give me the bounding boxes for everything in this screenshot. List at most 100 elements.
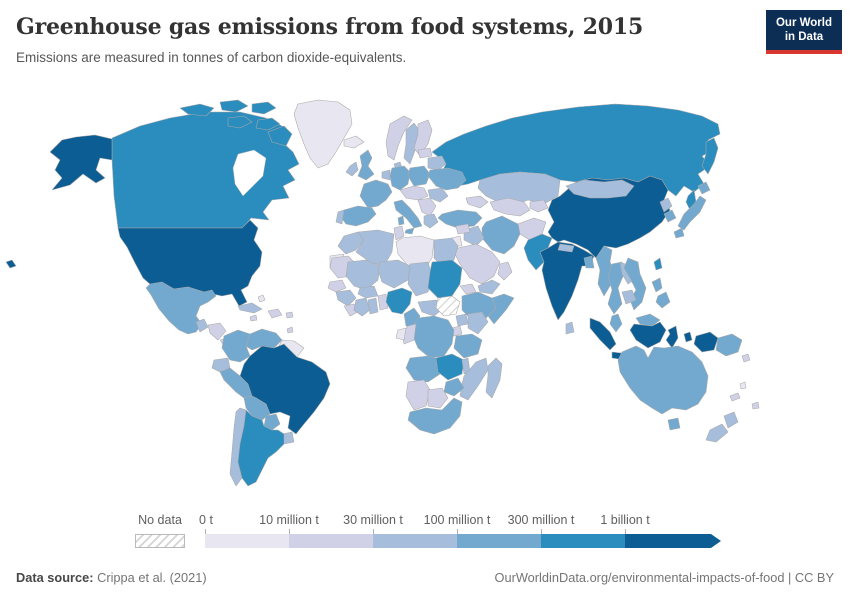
country-japan-honshu[interactable] <box>677 195 707 231</box>
country-new-caledonia[interactable] <box>729 392 741 402</box>
country-bahamas[interactable] <box>257 294 266 303</box>
country-south-korea[interactable] <box>663 209 677 223</box>
country-south-africa[interactable] <box>407 397 463 435</box>
legend-no-data-swatch[interactable] <box>135 534 185 548</box>
country-poland[interactable] <box>407 165 431 187</box>
country-madagascar[interactable] <box>485 357 503 399</box>
country-usa-mainland[interactable] <box>117 219 263 307</box>
country-puerto-rico[interactable] <box>285 311 294 319</box>
country-jamaica[interactable] <box>249 314 258 322</box>
country-sweden[interactable] <box>403 122 421 165</box>
country-portugal[interactable] <box>335 209 345 225</box>
country-norway[interactable] <box>385 115 413 161</box>
country-belarus[interactable] <box>427 155 447 171</box>
country-indonesia-sumatra[interactable] <box>589 317 617 351</box>
country-canada-baffin[interactable] <box>267 125 293 147</box>
country-paraguay[interactable] <box>263 413 281 431</box>
country-china[interactable] <box>547 175 671 259</box>
country-gabon[interactable] <box>395 327 407 341</box>
country-philippines-luzon[interactable] <box>651 277 663 293</box>
country-ukraine[interactable] <box>427 167 467 191</box>
country-canada-arctic-3[interactable] <box>251 101 277 115</box>
country-indonesia-kalimantan[interactable] <box>629 321 667 349</box>
country-sri-lanka[interactable] <box>565 321 575 335</box>
country-vanuatu[interactable] <box>739 381 747 390</box>
country-australia-tasmania[interactable] <box>667 417 681 431</box>
country-canada[interactable] <box>111 111 300 229</box>
country-hispaniola[interactable] <box>267 308 283 319</box>
country-tunisia[interactable] <box>393 225 405 241</box>
country-malaysia-peninsula[interactable] <box>609 313 623 333</box>
country-iran[interactable] <box>481 215 521 255</box>
legend-bin-2[interactable] <box>289 534 373 548</box>
country-eritrea[interactable] <box>459 283 477 295</box>
country-canada-arctic-1[interactable] <box>179 103 215 117</box>
country-nz-south[interactable] <box>705 423 729 443</box>
country-japan-kyushu[interactable] <box>673 227 685 239</box>
legend-bin-6[interactable] <box>625 534 721 548</box>
country-romania[interactable] <box>427 187 449 203</box>
country-kenya[interactable] <box>467 311 489 335</box>
country-cambodia[interactable] <box>621 289 637 305</box>
country-angola[interactable] <box>405 355 443 383</box>
country-russia[interactable] <box>431 103 721 197</box>
country-mongolia[interactable] <box>565 179 635 199</box>
country-solomon-islands[interactable] <box>741 353 751 363</box>
country-usa-alaska[interactable] <box>49 134 113 191</box>
country-yemen[interactable] <box>477 279 501 295</box>
country-canada-arctic-4[interactable] <box>227 115 253 129</box>
country-ireland[interactable] <box>345 161 359 177</box>
country-spain[interactable] <box>339 205 377 227</box>
country-india[interactable] <box>539 241 595 321</box>
country-nigeria[interactable] <box>385 287 413 315</box>
country-namibia[interactable] <box>405 379 431 411</box>
country-papua-new-guinea[interactable] <box>715 333 743 357</box>
country-ghana[interactable] <box>367 297 379 315</box>
legend-bin-4[interactable] <box>457 534 541 548</box>
country-drc[interactable] <box>411 315 455 359</box>
country-uk[interactable] <box>357 149 375 181</box>
country-greece[interactable] <box>423 213 439 229</box>
country-vietnam[interactable] <box>623 257 647 311</box>
country-cote-divoire[interactable] <box>353 297 371 317</box>
country-germany[interactable] <box>389 165 411 191</box>
country-togo-benin[interactable] <box>377 293 389 311</box>
country-kyrgyz-tajik[interactable] <box>529 199 549 213</box>
country-syria[interactable] <box>455 223 471 235</box>
country-benelux[interactable] <box>381 169 391 181</box>
country-somalia[interactable] <box>487 293 515 325</box>
country-saudi-arabia[interactable] <box>453 243 501 285</box>
country-guinea[interactable] <box>335 289 357 307</box>
country-indonesia-sulawesi[interactable] <box>665 325 679 349</box>
country-indonesia-moluccas[interactable] <box>683 331 693 343</box>
owid-logo[interactable]: Our World in Data <box>766 10 842 54</box>
country-sudan[interactable] <box>427 259 463 299</box>
country-russia-kamchatka[interactable] <box>701 137 719 175</box>
country-japan-hokkaido[interactable] <box>697 181 711 195</box>
country-taiwan[interactable] <box>653 257 663 271</box>
country-iceland[interactable] <box>343 135 365 149</box>
country-zimbabwe[interactable] <box>443 377 465 397</box>
country-canada-arctic-2[interactable] <box>219 99 249 113</box>
legend-bin-3[interactable] <box>373 534 457 548</box>
country-malaysia-borneo[interactable] <box>635 313 661 327</box>
country-greenland[interactable] <box>293 99 353 169</box>
country-italy-sardinia[interactable] <box>397 215 405 226</box>
country-oman[interactable] <box>497 261 513 281</box>
country-burkina-faso[interactable] <box>357 285 379 299</box>
country-italy[interactable] <box>393 199 423 229</box>
country-trinidad[interactable] <box>286 326 294 334</box>
country-indonesia-papua[interactable] <box>693 331 719 353</box>
country-turkey[interactable] <box>437 209 483 229</box>
country-australia[interactable] <box>617 345 709 415</box>
country-tanzania[interactable] <box>453 333 483 359</box>
country-uganda[interactable] <box>455 313 469 327</box>
country-honduras-nicaragua[interactable] <box>207 322 227 341</box>
country-philippines-mindanao[interactable] <box>655 291 671 309</box>
country-italy-sicily[interactable] <box>404 227 415 235</box>
country-balkans[interactable] <box>417 197 437 217</box>
country-niger[interactable] <box>377 259 411 289</box>
country-caucasus[interactable] <box>465 195 489 209</box>
country-argentina[interactable] <box>237 409 285 487</box>
